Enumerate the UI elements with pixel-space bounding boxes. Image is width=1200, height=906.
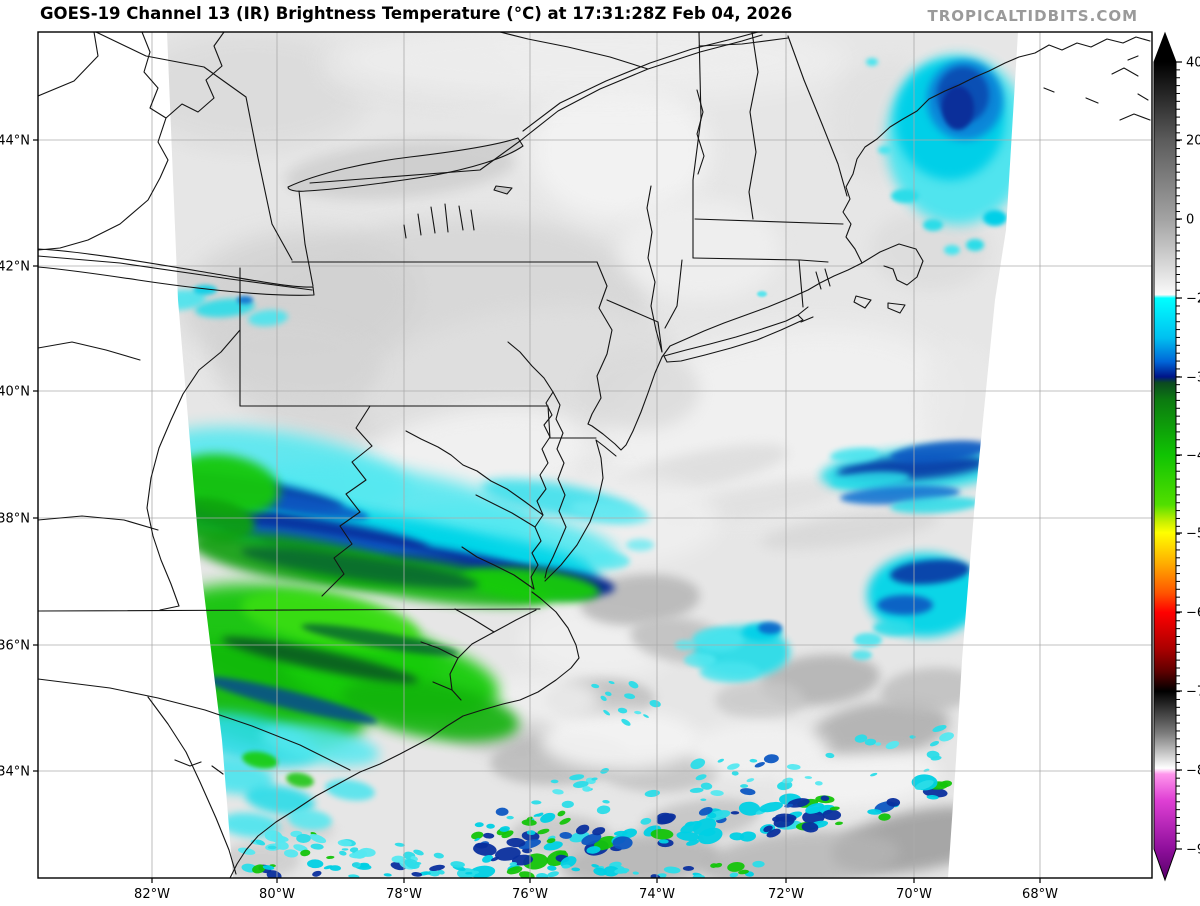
colorbar-gradient <box>1153 31 1177 882</box>
svg-text:−60: −60 <box>1186 606 1200 621</box>
svg-text:80°W: 80°W <box>259 887 295 902</box>
svg-text:−40: −40 <box>1186 449 1200 464</box>
svg-text:−90: −90 <box>1186 843 1200 858</box>
svg-text:70°W: 70°W <box>896 887 932 902</box>
svg-text:−50: −50 <box>1186 527 1200 542</box>
colorbar: 40 20 0 −20 −30 −40 −50 −60 −70 −80 −90 <box>1153 31 1200 882</box>
svg-text:34°N: 34°N <box>0 765 30 780</box>
svg-text:38°N: 38°N <box>0 512 30 527</box>
figure-title: GOES-19 Channel 13 (IR) Brightness Tempe… <box>40 4 793 23</box>
geo-borders <box>38 32 1151 878</box>
svg-text:82°W: 82°W <box>134 887 170 902</box>
svg-text:0: 0 <box>1186 213 1194 228</box>
svg-text:72°W: 72°W <box>768 887 804 902</box>
svg-text:36°N: 36°N <box>0 639 30 654</box>
colorbar-ticks: 40 20 0 −20 −30 −40 −50 −60 −70 −80 −90 <box>1176 56 1200 858</box>
nodata-mask <box>38 32 1152 878</box>
graticule <box>38 32 1152 878</box>
svg-text:68°W: 68°W <box>1022 887 1058 902</box>
svg-text:40°N: 40°N <box>0 385 30 400</box>
svg-text:−20: −20 <box>1186 292 1200 307</box>
svg-text:76°W: 76°W <box>512 887 548 902</box>
watermark: TROPICALTIDBITS.COM <box>927 7 1138 25</box>
svg-text:−30: −30 <box>1186 371 1200 386</box>
svg-text:20: 20 <box>1186 134 1200 149</box>
map-frame <box>37 31 1153 879</box>
svg-text:74°W: 74°W <box>639 887 675 902</box>
svg-text:−70: −70 <box>1186 685 1200 700</box>
svg-text:42°N: 42°N <box>0 260 30 275</box>
svg-text:40: 40 <box>1186 56 1200 71</box>
svg-text:44°N: 44°N <box>0 134 30 149</box>
axis-labels: 44°N 42°N 40°N 38°N 36°N 34°N 82°W 80°W 78°W 76°W… <box>0 134 1058 903</box>
svg-text:78°W: 78°W <box>386 887 422 902</box>
svg-text:−80: −80 <box>1186 764 1200 779</box>
